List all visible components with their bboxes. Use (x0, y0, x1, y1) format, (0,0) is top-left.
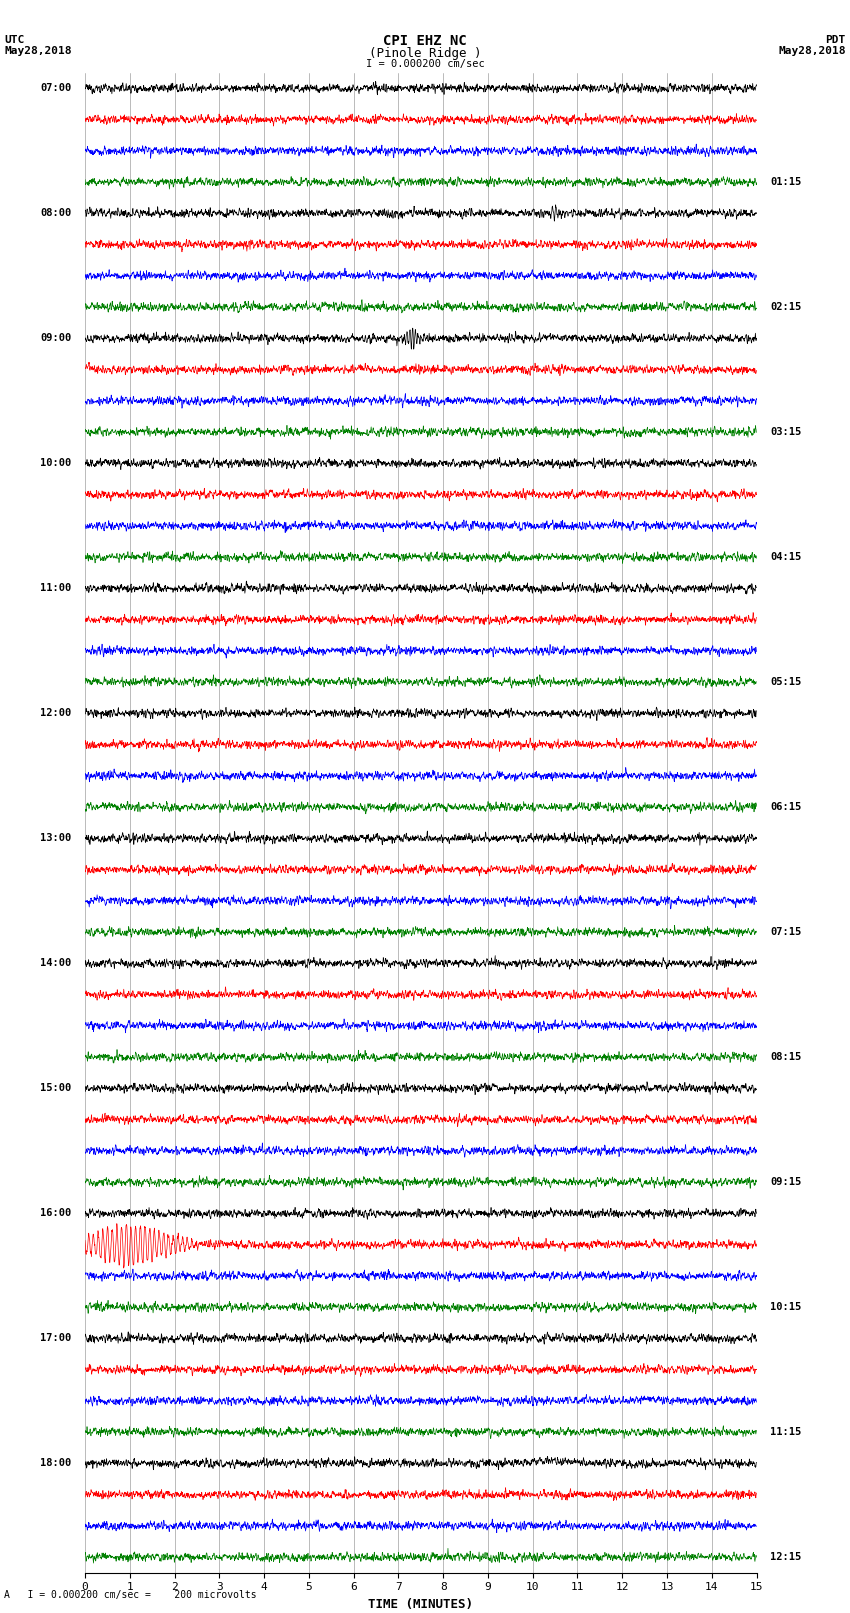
Text: 07:15: 07:15 (770, 927, 802, 937)
Text: 10:00: 10:00 (40, 458, 71, 468)
Text: 05:15: 05:15 (770, 677, 802, 687)
Text: 18:00: 18:00 (40, 1458, 71, 1468)
Text: 01:15: 01:15 (770, 177, 802, 187)
Text: 09:15: 09:15 (770, 1177, 802, 1187)
Text: 12:00: 12:00 (40, 708, 71, 718)
Text: 08:00: 08:00 (40, 208, 71, 218)
Text: 07:00: 07:00 (40, 84, 71, 94)
Text: 08:15: 08:15 (770, 1052, 802, 1061)
Text: 14:00: 14:00 (40, 958, 71, 968)
Text: 03:15: 03:15 (770, 427, 802, 437)
Text: 02:15: 02:15 (770, 302, 802, 311)
Text: (Pinole Ridge ): (Pinole Ridge ) (369, 47, 481, 60)
Text: UTC: UTC (4, 35, 25, 45)
Text: I = 0.000200 cm/sec: I = 0.000200 cm/sec (366, 60, 484, 69)
Text: 11:00: 11:00 (40, 584, 71, 594)
Text: 09:00: 09:00 (40, 334, 71, 344)
Text: 06:15: 06:15 (770, 802, 802, 811)
Text: 17:00: 17:00 (40, 1334, 71, 1344)
Text: 12:15: 12:15 (770, 1552, 802, 1561)
Text: May28,2018: May28,2018 (779, 47, 846, 56)
Text: 04:15: 04:15 (770, 552, 802, 561)
Text: PDT: PDT (825, 35, 846, 45)
Text: A   I = 0.000200 cm/sec =    200 microvolts: A I = 0.000200 cm/sec = 200 microvolts (4, 1590, 257, 1600)
Text: 11:15: 11:15 (770, 1428, 802, 1437)
X-axis label: TIME (MINUTES): TIME (MINUTES) (368, 1598, 473, 1611)
Text: 10:15: 10:15 (770, 1302, 802, 1311)
Text: 13:00: 13:00 (40, 834, 71, 844)
Text: 15:00: 15:00 (40, 1084, 71, 1094)
Text: 16:00: 16:00 (40, 1208, 71, 1218)
Text: May28,2018: May28,2018 (4, 47, 71, 56)
Text: CPI EHZ NC: CPI EHZ NC (383, 34, 467, 48)
